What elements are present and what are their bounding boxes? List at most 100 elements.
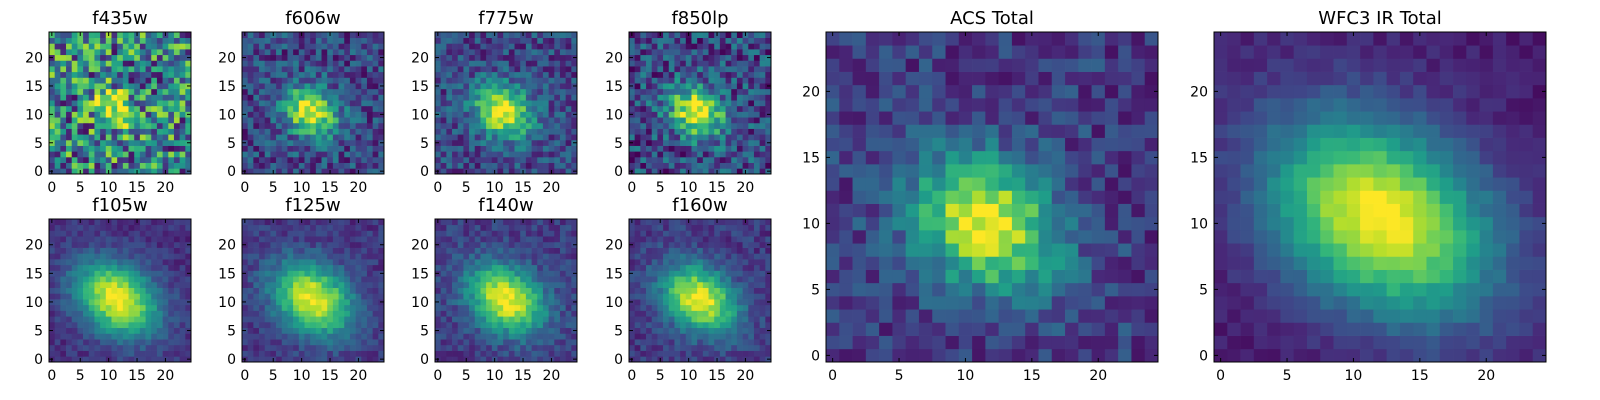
heatmap-cell [446,88,453,95]
heatmap-cell [327,156,334,163]
heatmap-cell [486,117,493,124]
heatmap-cell [60,293,67,300]
heatmap-cell [366,83,373,90]
heatmap-cell [270,281,277,288]
heatmap-cell [60,276,67,283]
heatmap-cell [1131,282,1146,297]
heatmap-cell [742,60,749,67]
heatmap-cell [1267,335,1281,350]
heatmap-cell [185,100,192,107]
heatmap-cell [315,321,322,329]
heatmap-cell [378,310,385,317]
heatmap-cell [264,32,271,39]
heatmap-cell [264,356,271,363]
heatmap-cell [480,37,487,44]
heatmap-cell [1118,98,1132,112]
heatmap-cell [366,316,373,323]
heatmap-cell [259,168,266,175]
heatmap-cell [469,111,476,118]
heatmap-cell [1280,203,1295,218]
heatmap-cell [122,111,129,118]
heatmap-cell [168,304,175,311]
heatmap-cell [344,100,351,107]
heatmap-cell [1333,282,1348,297]
heatmap-cell [151,281,158,288]
heatmap-cell [537,60,544,67]
heatmap-cell [145,139,152,146]
heatmap-cell [719,156,726,163]
heatmap-cell [247,71,254,78]
heatmap-cell [168,241,175,248]
heatmap-cell [1293,71,1308,86]
heatmap-cell [565,77,572,84]
heatmap-cell [117,117,124,124]
heatmap-cell [697,37,704,44]
heatmap-cell [281,60,288,67]
heatmap-cell [173,264,180,271]
heatmap-cell [173,66,180,73]
heatmap-cell [742,145,749,152]
heatmap-cell [463,54,470,61]
heatmap-cell [71,54,78,61]
heatmap-cell [293,139,300,146]
heatmap-cell [270,344,277,351]
heatmap-cell [657,66,664,73]
heatmap-cell [293,54,300,61]
heatmap-cell [892,71,907,86]
heatmap-cell [253,71,260,78]
heatmap-cell [1104,190,1119,204]
heatmap-cell [247,327,254,334]
heatmap-cell [310,88,317,95]
heatmap-cell [525,66,532,73]
heatmap-cell [338,276,345,283]
heatmap-cell [1280,32,1295,46]
heatmap-cell [145,259,152,266]
heatmap-cell [548,37,555,44]
heatmap-cell [315,134,322,141]
heatmap-cell [105,111,112,118]
heatmap-cell [985,150,999,165]
heatmap-cell [748,162,755,169]
heatmap-cell [66,333,73,340]
heatmap-cell [657,134,664,141]
heatmap-cell [469,145,476,152]
heatmap-cell [1267,190,1281,204]
heatmap-cell [702,83,709,90]
heatmap-cell [315,128,322,135]
heatmap-cell [634,77,641,84]
heatmap-cell [77,327,84,334]
heatmap-cell [276,71,283,78]
heatmap-cell [185,88,192,95]
heatmap-cell [958,177,973,191]
heatmap-cell [94,134,101,141]
heatmap-cell [361,304,368,311]
heatmap-cell [145,219,152,226]
heatmap-cell [361,156,368,163]
heatmap-cell [151,316,158,323]
heatmap-cell [173,83,180,90]
heatmap-cell [1479,203,1494,218]
heatmap-cell [66,43,73,50]
heatmap-cell [60,83,67,90]
heatmap-cell [151,168,158,175]
heatmap-cell [361,43,368,50]
heatmap-cell [1333,71,1348,86]
x-tick-label: 15 [321,180,339,196]
heatmap-cell [1078,98,1092,112]
heatmap-cell [105,88,112,95]
heatmap-cell [111,293,118,300]
heatmap-cell [1240,282,1255,297]
heatmap-cell [88,100,95,107]
heatmap-cell [905,98,920,112]
heatmap-cell [298,117,305,124]
heatmap-cell [66,310,73,317]
heatmap-cell [128,117,135,124]
heatmap-cell [117,49,124,56]
heatmap-cell [685,139,692,146]
heatmap-cell [892,203,907,218]
heatmap-cell [1118,190,1132,204]
heatmap-cell [66,304,73,311]
heatmap-cell [826,177,840,191]
heatmap-cell [463,66,470,73]
heatmap-cell [691,71,698,78]
